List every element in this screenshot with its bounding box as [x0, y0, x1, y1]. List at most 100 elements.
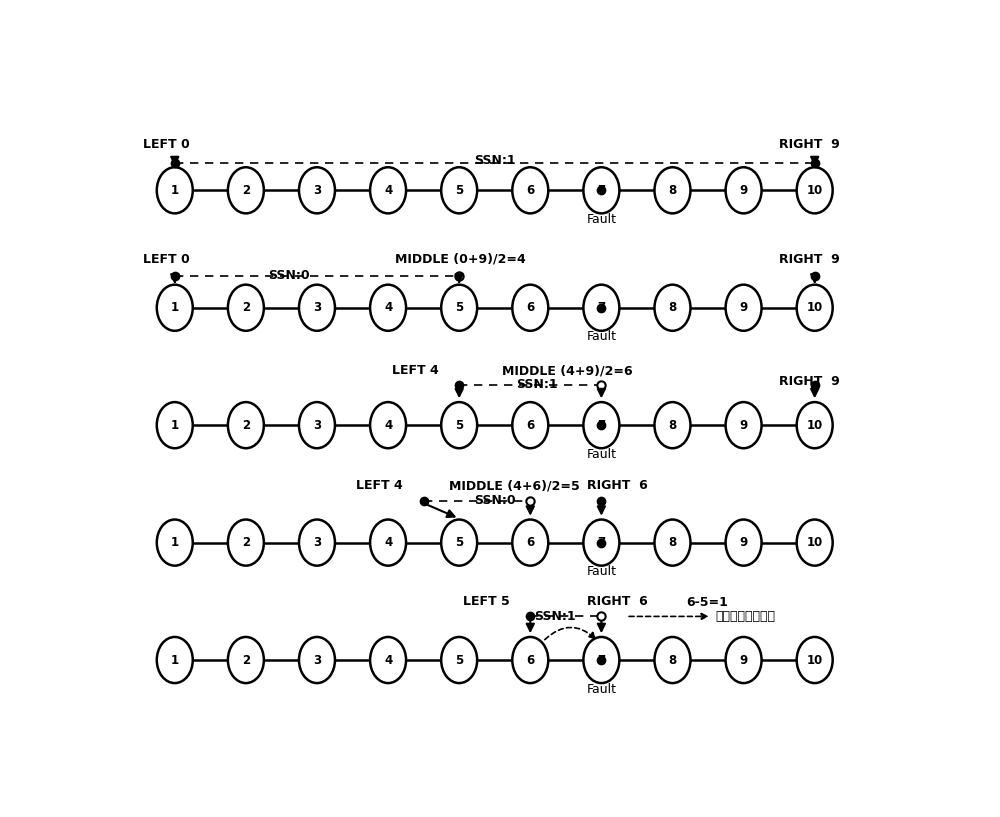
- Text: 7: 7: [597, 301, 605, 315]
- FancyArrowPatch shape: [545, 627, 595, 640]
- Text: RIGHT  9: RIGHT 9: [779, 138, 840, 150]
- Text: 8: 8: [668, 301, 677, 315]
- Ellipse shape: [228, 284, 264, 331]
- Ellipse shape: [583, 520, 619, 565]
- Ellipse shape: [370, 167, 406, 213]
- Text: 2: 2: [242, 418, 250, 431]
- Text: 3: 3: [313, 536, 321, 549]
- Text: RIGHT  6: RIGHT 6: [587, 479, 648, 492]
- Text: 1: 1: [171, 301, 179, 315]
- Ellipse shape: [726, 284, 762, 331]
- Text: MIDDLE (4+9)/2=6: MIDDLE (4+9)/2=6: [502, 364, 632, 377]
- Text: RIGHT  9: RIGHT 9: [779, 375, 840, 388]
- Text: 10: 10: [807, 301, 823, 315]
- Ellipse shape: [583, 637, 619, 683]
- Text: MIDDLE (4+6)/2=5: MIDDLE (4+6)/2=5: [449, 479, 579, 492]
- Text: LEFT 0: LEFT 0: [143, 252, 190, 266]
- Ellipse shape: [299, 637, 335, 683]
- Text: 3: 3: [313, 418, 321, 431]
- Text: SSN:0: SSN:0: [474, 494, 516, 507]
- Text: RIGHT  9: RIGHT 9: [779, 252, 840, 266]
- Ellipse shape: [512, 637, 548, 683]
- Ellipse shape: [441, 520, 477, 565]
- Ellipse shape: [370, 402, 406, 449]
- Text: 4: 4: [384, 536, 392, 549]
- Ellipse shape: [441, 167, 477, 213]
- Text: 5: 5: [455, 536, 463, 549]
- Text: SSN:0: SSN:0: [268, 270, 309, 283]
- Text: 8: 8: [668, 418, 677, 431]
- Text: 8: 8: [668, 654, 677, 667]
- Ellipse shape: [654, 520, 690, 565]
- Text: 5: 5: [455, 654, 463, 667]
- Ellipse shape: [299, 284, 335, 331]
- Ellipse shape: [299, 167, 335, 213]
- Ellipse shape: [441, 402, 477, 449]
- Ellipse shape: [583, 167, 619, 213]
- Ellipse shape: [299, 402, 335, 449]
- Ellipse shape: [726, 167, 762, 213]
- Text: SSN:1: SSN:1: [534, 610, 576, 623]
- Text: 1: 1: [171, 654, 179, 667]
- Text: 6: 6: [526, 418, 534, 431]
- Ellipse shape: [157, 167, 193, 213]
- Ellipse shape: [654, 167, 690, 213]
- Text: 1: 1: [171, 184, 179, 197]
- Ellipse shape: [797, 520, 833, 565]
- Ellipse shape: [797, 402, 833, 449]
- Text: 10: 10: [807, 536, 823, 549]
- Text: 3: 3: [313, 184, 321, 197]
- Ellipse shape: [512, 402, 548, 449]
- Text: 7: 7: [597, 184, 605, 197]
- Text: 9: 9: [739, 418, 748, 431]
- Text: RIGHT  6: RIGHT 6: [587, 595, 648, 608]
- Text: 2: 2: [242, 184, 250, 197]
- Ellipse shape: [726, 520, 762, 565]
- Text: 5: 5: [455, 184, 463, 197]
- Text: LEFT 4: LEFT 4: [356, 479, 403, 492]
- Ellipse shape: [441, 637, 477, 683]
- Text: SSN:1: SSN:1: [517, 378, 558, 391]
- Text: Fault: Fault: [586, 683, 616, 695]
- Ellipse shape: [654, 402, 690, 449]
- Ellipse shape: [512, 520, 548, 565]
- Text: LEFT 0: LEFT 0: [143, 138, 190, 150]
- Text: 10: 10: [807, 184, 823, 197]
- Text: LEFT 4: LEFT 4: [392, 364, 438, 377]
- Text: 10: 10: [807, 418, 823, 431]
- Text: 7: 7: [597, 536, 605, 549]
- Text: 1: 1: [171, 536, 179, 549]
- Ellipse shape: [370, 284, 406, 331]
- Ellipse shape: [654, 284, 690, 331]
- Text: 9: 9: [739, 536, 748, 549]
- Text: 4: 4: [384, 301, 392, 315]
- Text: 7: 7: [597, 418, 605, 431]
- Ellipse shape: [157, 284, 193, 331]
- Text: 4: 4: [384, 184, 392, 197]
- Text: Fault: Fault: [586, 448, 616, 461]
- Text: 定位最小故障区段: 定位最小故障区段: [715, 610, 775, 623]
- Ellipse shape: [512, 284, 548, 331]
- Text: 9: 9: [739, 184, 748, 197]
- Ellipse shape: [157, 520, 193, 565]
- Text: 6-5=1: 6-5=1: [687, 596, 729, 609]
- Text: Fault: Fault: [586, 213, 616, 226]
- Text: 6: 6: [526, 301, 534, 315]
- Text: 8: 8: [668, 184, 677, 197]
- Text: LEFT 5: LEFT 5: [463, 595, 509, 608]
- Ellipse shape: [797, 284, 833, 331]
- Text: 5: 5: [455, 418, 463, 431]
- Text: 6: 6: [526, 536, 534, 549]
- Ellipse shape: [583, 284, 619, 331]
- Ellipse shape: [157, 402, 193, 449]
- Ellipse shape: [726, 402, 762, 449]
- Text: Fault: Fault: [586, 330, 616, 343]
- Text: 5: 5: [455, 301, 463, 315]
- Text: 7: 7: [597, 654, 605, 667]
- Text: 9: 9: [739, 301, 748, 315]
- Text: 6: 6: [526, 184, 534, 197]
- Ellipse shape: [228, 637, 264, 683]
- Ellipse shape: [512, 167, 548, 213]
- Ellipse shape: [797, 637, 833, 683]
- Ellipse shape: [654, 637, 690, 683]
